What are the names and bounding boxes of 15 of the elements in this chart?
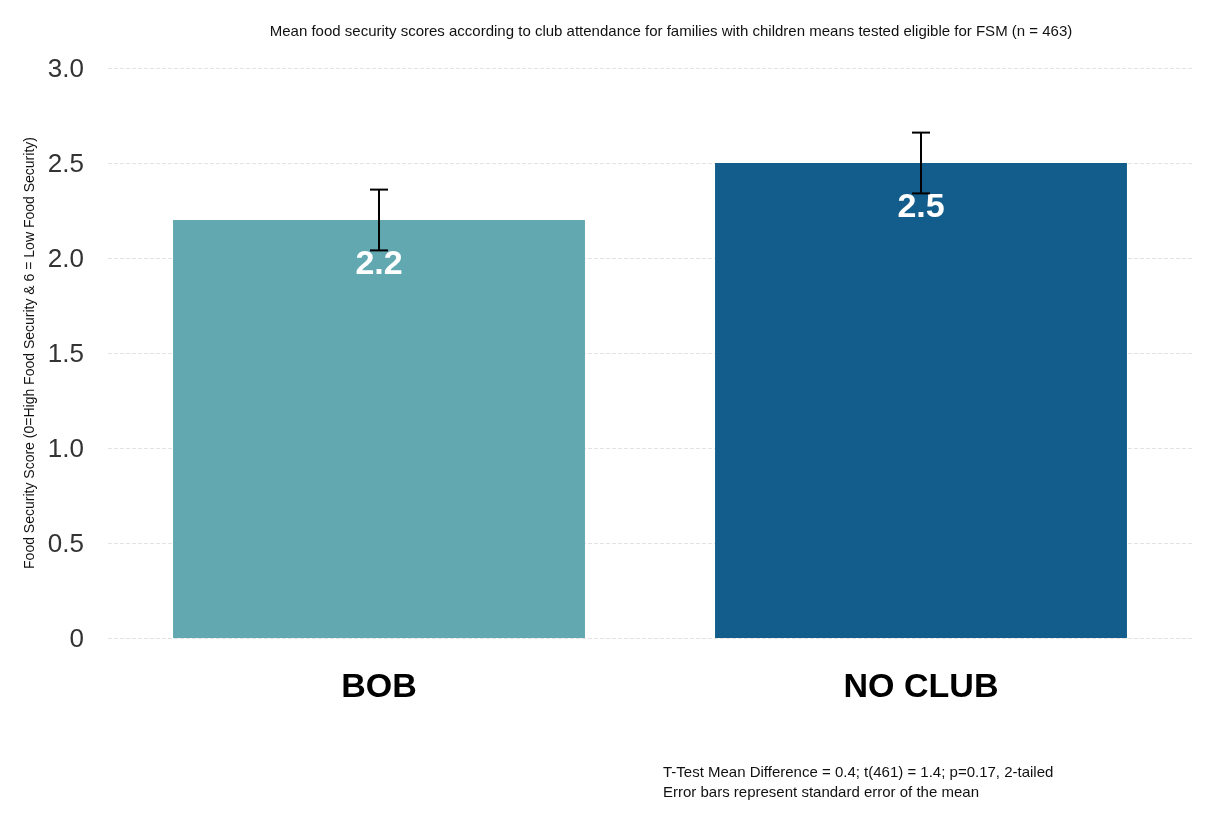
y-tick-label: 1.5	[47, 338, 84, 368]
y-tick-label: 3.0	[47, 53, 84, 83]
x-tick-label: NO CLUB	[843, 666, 999, 704]
text: T-Test Mean Difference = 0.4; t(461) = 1.4; p=0.17, 2-tailed	[663, 763, 1054, 780]
data-label: 2.5	[897, 186, 945, 224]
y-tick-label: 1.0	[47, 433, 84, 463]
text: Error bars represent standard error of the mean	[663, 783, 979, 800]
y-axis-title: Food Security Score (0=High Food Security & 6 = Low Food Security)	[21, 137, 37, 569]
x-tick-label: BOB	[341, 666, 417, 704]
y-tick-label: 2.0	[47, 243, 84, 273]
y-tick-label: 0	[69, 623, 84, 653]
chart-title: Mean food security scores according to club attendance for families with children means tested eligible for FSM (n = 463)	[269, 22, 1073, 39]
y-tick-label: 2.5	[47, 148, 84, 178]
y-tick-label: 0.5	[47, 528, 84, 558]
data-label: 2.2	[355, 243, 403, 281]
